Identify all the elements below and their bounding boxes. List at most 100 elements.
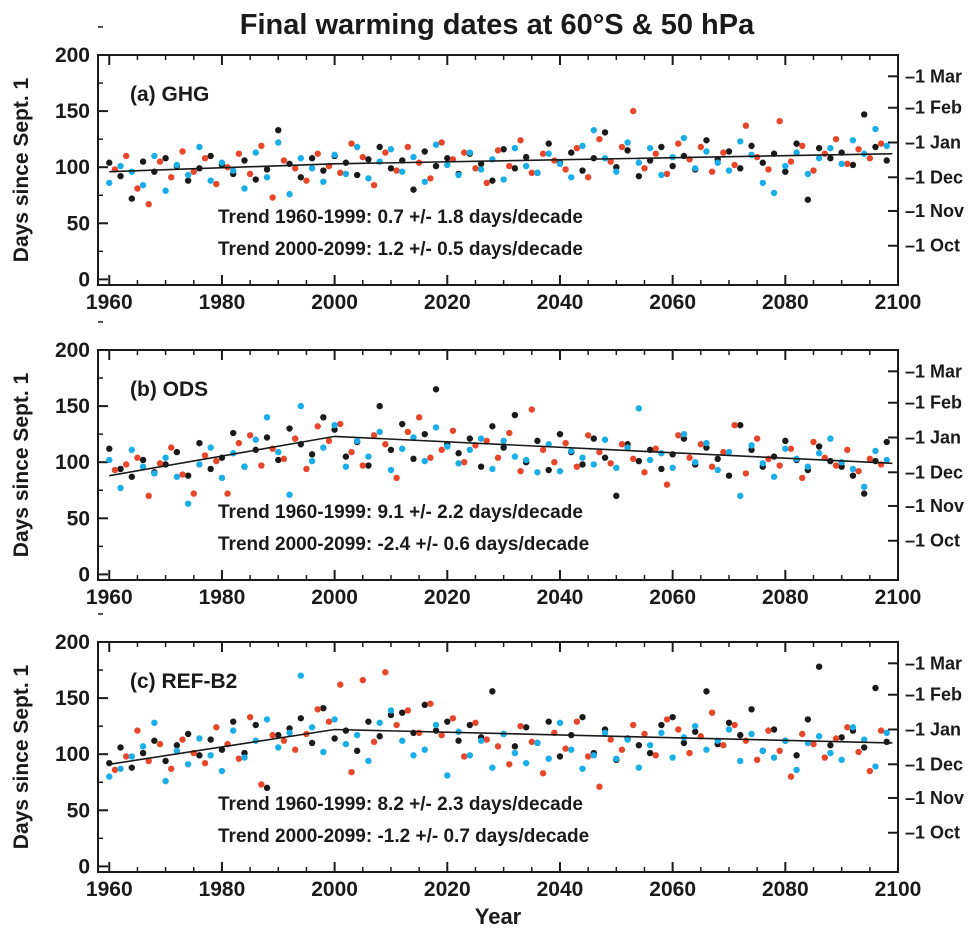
data-point	[522, 162, 530, 170]
data-point	[399, 709, 406, 716]
data-point	[500, 176, 507, 183]
data-point	[596, 135, 603, 143]
data-point	[196, 143, 203, 151]
data-point	[393, 721, 400, 729]
data-point	[207, 465, 214, 473]
data-point	[353, 171, 361, 179]
data-point	[246, 170, 254, 178]
data-point	[399, 445, 406, 452]
data-point	[134, 454, 141, 461]
data-point	[748, 142, 755, 150]
data-point	[737, 138, 744, 145]
data-point	[438, 446, 445, 454]
right-tick-label: –1 Mar	[905, 66, 962, 86]
trend-text: Trend 1960-1999: 0.7 +/- 1.8 days/decade	[218, 207, 583, 228]
data-point	[162, 454, 169, 461]
data-point	[145, 201, 152, 208]
data-point	[528, 406, 536, 413]
data-point	[821, 150, 828, 157]
y-tick-label: 150	[55, 687, 90, 710]
data-point	[708, 463, 716, 470]
data-point	[545, 718, 552, 725]
data-point	[162, 757, 169, 765]
data-point	[275, 456, 282, 464]
data-point	[359, 676, 366, 684]
data-point	[230, 727, 237, 734]
data-point	[624, 139, 631, 146]
data-point	[568, 149, 575, 156]
data-point	[320, 178, 327, 185]
data-point	[624, 736, 631, 743]
data-point	[269, 194, 276, 201]
data-point	[765, 727, 772, 734]
data-point	[669, 713, 676, 721]
data-point	[568, 746, 575, 753]
data-point	[838, 734, 845, 741]
data-point	[568, 174, 575, 181]
data-point	[691, 458, 699, 466]
data-point	[782, 437, 789, 445]
data-point	[489, 177, 496, 184]
data-point	[156, 460, 164, 467]
data-point	[303, 177, 310, 184]
panel-0: 1960 1980 2000 2020 2040 2060 2080 2100 0 50 100 15…	[10, 26, 964, 314]
data-point	[838, 458, 845, 466]
data-point	[263, 434, 271, 441]
data-point	[139, 456, 147, 464]
data-point	[331, 426, 338, 433]
data-point	[624, 444, 631, 451]
data-point	[815, 733, 823, 740]
data-point	[477, 737, 485, 744]
x-tick-label: 2000	[311, 586, 358, 609]
y-axis-label: Days since Sept. 1	[10, 664, 33, 849]
data-point	[601, 454, 609, 461]
right-tick-label: –1 Nov	[905, 496, 964, 516]
data-point	[810, 438, 817, 446]
data-point	[353, 747, 361, 755]
data-point	[106, 456, 113, 464]
data-point	[376, 719, 383, 726]
data-point	[179, 736, 186, 743]
data-point	[106, 159, 113, 166]
data-point	[748, 446, 755, 454]
data-point	[365, 757, 372, 765]
right-tick-label: –1 Mar	[905, 361, 962, 381]
data-point	[122, 461, 130, 468]
data-point	[832, 135, 840, 143]
trend-text: Trend 2000-2099: -2.4 +/- 0.6 days/decad…	[218, 534, 589, 555]
data-point	[517, 467, 524, 475]
right-tick-label: –1 Dec	[905, 167, 963, 187]
data-point	[658, 729, 665, 737]
data-point	[308, 724, 316, 731]
data-point	[613, 755, 620, 762]
data-point	[162, 777, 169, 785]
data-point	[641, 730, 648, 738]
data-point	[579, 167, 586, 174]
right-tick-label: –1 Jan	[905, 720, 961, 740]
data-point	[658, 450, 665, 457]
data-point	[139, 158, 147, 165]
data-point	[179, 471, 186, 478]
data-point	[753, 435, 761, 442]
data-point	[320, 748, 327, 756]
data-point	[506, 162, 513, 170]
y-axis-label: Days since Sept. 1	[10, 77, 33, 262]
data-point	[184, 177, 192, 184]
data-point	[286, 190, 293, 198]
data-point	[787, 445, 795, 452]
data-point	[111, 466, 119, 474]
data-point	[641, 165, 648, 172]
data-point	[365, 453, 372, 460]
data-point	[399, 737, 406, 744]
data-point	[241, 463, 248, 470]
data-point	[522, 456, 530, 464]
data-point	[590, 126, 597, 134]
data-point	[387, 466, 395, 474]
data-point	[263, 174, 271, 181]
data-point	[353, 143, 361, 151]
data-point	[387, 165, 395, 172]
data-point	[444, 443, 451, 450]
data-point	[365, 718, 372, 725]
data-point	[466, 149, 474, 156]
data-point	[162, 155, 169, 162]
